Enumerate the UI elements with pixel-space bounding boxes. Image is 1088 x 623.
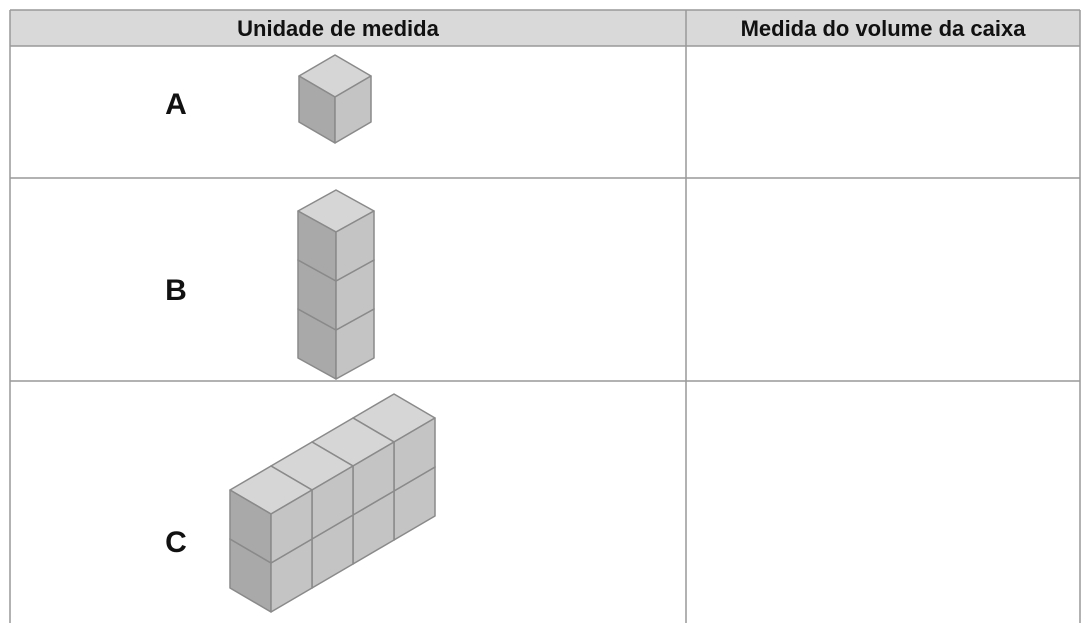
row-label: A (165, 88, 187, 121)
row-label: C (165, 526, 187, 559)
row-label: B (165, 274, 187, 307)
cube-face (334, 75, 372, 144)
column-header: Unidade de medida (237, 16, 439, 41)
table-grid (9, 9, 1081, 623)
header-row (10, 10, 1080, 46)
column-header: Medida do volume da caixa (741, 16, 1027, 41)
cube (229, 465, 313, 564)
cube (298, 54, 372, 144)
cube (297, 189, 375, 282)
cube-face (270, 489, 313, 564)
cube-figures (229, 54, 436, 613)
cube-face (335, 210, 375, 282)
